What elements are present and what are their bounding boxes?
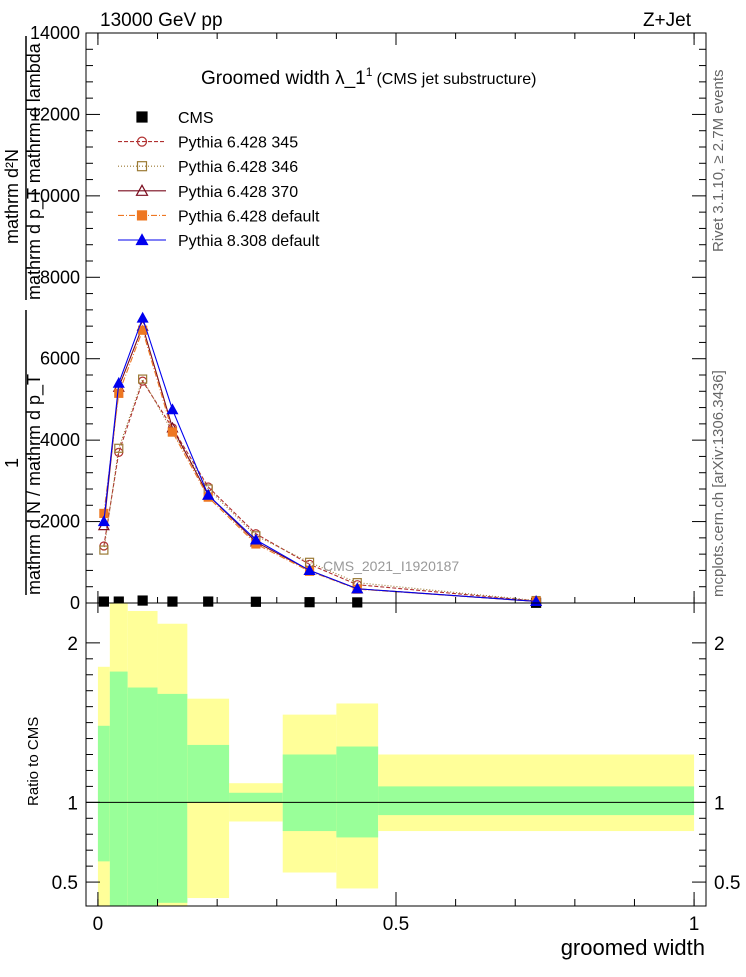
legend-item: CMS [136, 110, 214, 127]
legend-marker [136, 136, 148, 147]
ratio-bands [97, 603, 695, 906]
data-point [136, 311, 149, 323]
legend-marker [136, 210, 148, 221]
data-point [203, 596, 214, 607]
ratio-plot-area [86, 603, 706, 906]
data-point [202, 488, 215, 500]
series-line [103, 377, 537, 602]
chart-title-sup: 1 [366, 65, 373, 79]
header-right-label: Z+Jet [643, 10, 692, 31]
data-point [98, 596, 109, 607]
data-point [352, 597, 363, 608]
legend-label: Pythia 6.428 346 [178, 159, 298, 176]
watermark-label: CMS_2021_I1920187 [323, 558, 459, 574]
ratio-y-tick-label: 1 [67, 793, 78, 814]
ratio-panel: 0.5 0.5 1 1 2 2 0 0.5 1 Ratio to CMS groomed wid… [25, 602, 740, 960]
series-line [103, 324, 537, 602]
data-point [137, 595, 148, 606]
ratio-y-tick-label-right: 1 [714, 793, 725, 814]
legend-label: CMS [178, 110, 214, 127]
chart-subtitle: (CMS jet substructure) [376, 71, 536, 88]
stat-uncertainty-band [187, 744, 230, 803]
legend-item: Pythia 6.428 345 [118, 135, 298, 152]
stat-uncertainty-band [157, 693, 188, 903]
stat-uncertainty-band [229, 792, 283, 803]
legend-label: Pythia 8.308 default [178, 233, 320, 250]
legend-item: Pythia 8.308 default [118, 233, 320, 250]
stat-uncertainty-band [378, 786, 695, 816]
legend-item: Pythia 6.428 346 [118, 159, 298, 176]
data-point [351, 582, 364, 594]
y-tick-label: 2000 [40, 512, 80, 532]
data-point [114, 388, 124, 398]
data-point [138, 374, 148, 384]
data-point [303, 564, 316, 576]
x-axis-label: groomed width [561, 935, 705, 960]
data-point [304, 597, 315, 608]
chart-title: Groomed width λ_11 (CMS jet substructure) [201, 65, 536, 89]
data-point [97, 515, 110, 527]
ratio-axes: 0.5 0.5 1 1 2 2 0 0.5 1 [52, 603, 740, 935]
ratio-y-tick-label: 0.5 [52, 873, 78, 894]
legend-label: Pythia 6.428 370 [178, 184, 298, 201]
legend-marker [135, 184, 149, 196]
data-point [112, 376, 125, 388]
series-2 [99, 374, 541, 606]
data-point [249, 533, 262, 545]
y-tick-label: 10000 [30, 186, 80, 206]
series-line [103, 379, 537, 602]
legend-marker [136, 111, 148, 123]
stat-uncertainty-band [127, 687, 158, 906]
chart-title-main: Groomed width λ_1 [201, 68, 366, 89]
y-tick-label: 14000 [30, 23, 80, 43]
y-tick-label: 12000 [30, 104, 80, 124]
x-tick-label: 1 [689, 914, 700, 935]
legend-label: Pythia 6.428 default [178, 208, 320, 225]
legend: CMS Pythia 6.428 345 Pythia 6.428 346 Pythi… [118, 110, 320, 250]
ratio-y-tick-label-right: 2 [714, 634, 725, 655]
main-plot-area [97, 311, 543, 608]
y-tick-label: 8000 [40, 267, 80, 287]
legend-label: Pythia 6.428 345 [178, 135, 298, 152]
y-tick-label: 4000 [40, 430, 80, 450]
data-point [114, 443, 124, 453]
main-panel: 0 2000 4000 6000 8000 10000 12000 14000 Groomed… [2, 23, 707, 613]
ratio-y-tick-label: 2 [67, 634, 78, 655]
rivet-version-label: Rivet 3.1.10, ≥ 2.7M events [710, 70, 727, 253]
legend-marker [135, 233, 149, 246]
header-left-label: 13000 GeV pp [100, 10, 223, 31]
series-4 [99, 325, 541, 606]
legend-marker [136, 161, 148, 172]
y-tick-label: 0 [70, 593, 80, 613]
stat-uncertainty-band [336, 746, 379, 838]
ratio-y-label: Ratio to CMS [25, 717, 42, 806]
y-tick-label: 6000 [40, 349, 80, 369]
mcplots-label: mcplots.cern.ch [arXiv:1306.3436] [710, 370, 727, 597]
data-point [99, 545, 109, 555]
x-tick-label: 0.5 [383, 914, 409, 935]
y-label-one: 1 [2, 458, 22, 468]
data-point [250, 596, 262, 607]
data-point [167, 427, 178, 437]
series-line [103, 316, 537, 602]
ratio-y-tick-label-right: 0.5 [714, 873, 740, 894]
main-y-axis: 0 2000 4000 6000 8000 10000 12000 14000 [30, 23, 706, 613]
legend-item: Pythia 6.428 370 [118, 184, 298, 201]
stat-uncertainty-band [282, 754, 337, 832]
series-5 [97, 311, 543, 606]
y-label-numerator: mathrm d²N [2, 149, 22, 244]
y-label-denominator: mathrm d p_T mathrm d lambda [24, 42, 45, 300]
x-tick-label: 0 [93, 914, 104, 935]
stat-uncertainty-band [109, 671, 128, 906]
stat-uncertainty-band [97, 725, 110, 862]
data-point [166, 403, 179, 415]
series-line [103, 328, 537, 602]
y-label-lower: mathrm d N / mathrm d p_T [24, 374, 45, 595]
series-3 [97, 319, 543, 606]
main-y-axis-label: mathrm d²N mathrm d p_T mathrm d lambda … [2, 36, 45, 595]
series-0 [98, 595, 542, 608]
data-point [167, 596, 178, 607]
legend-item: Pythia 6.428 default [118, 208, 320, 225]
